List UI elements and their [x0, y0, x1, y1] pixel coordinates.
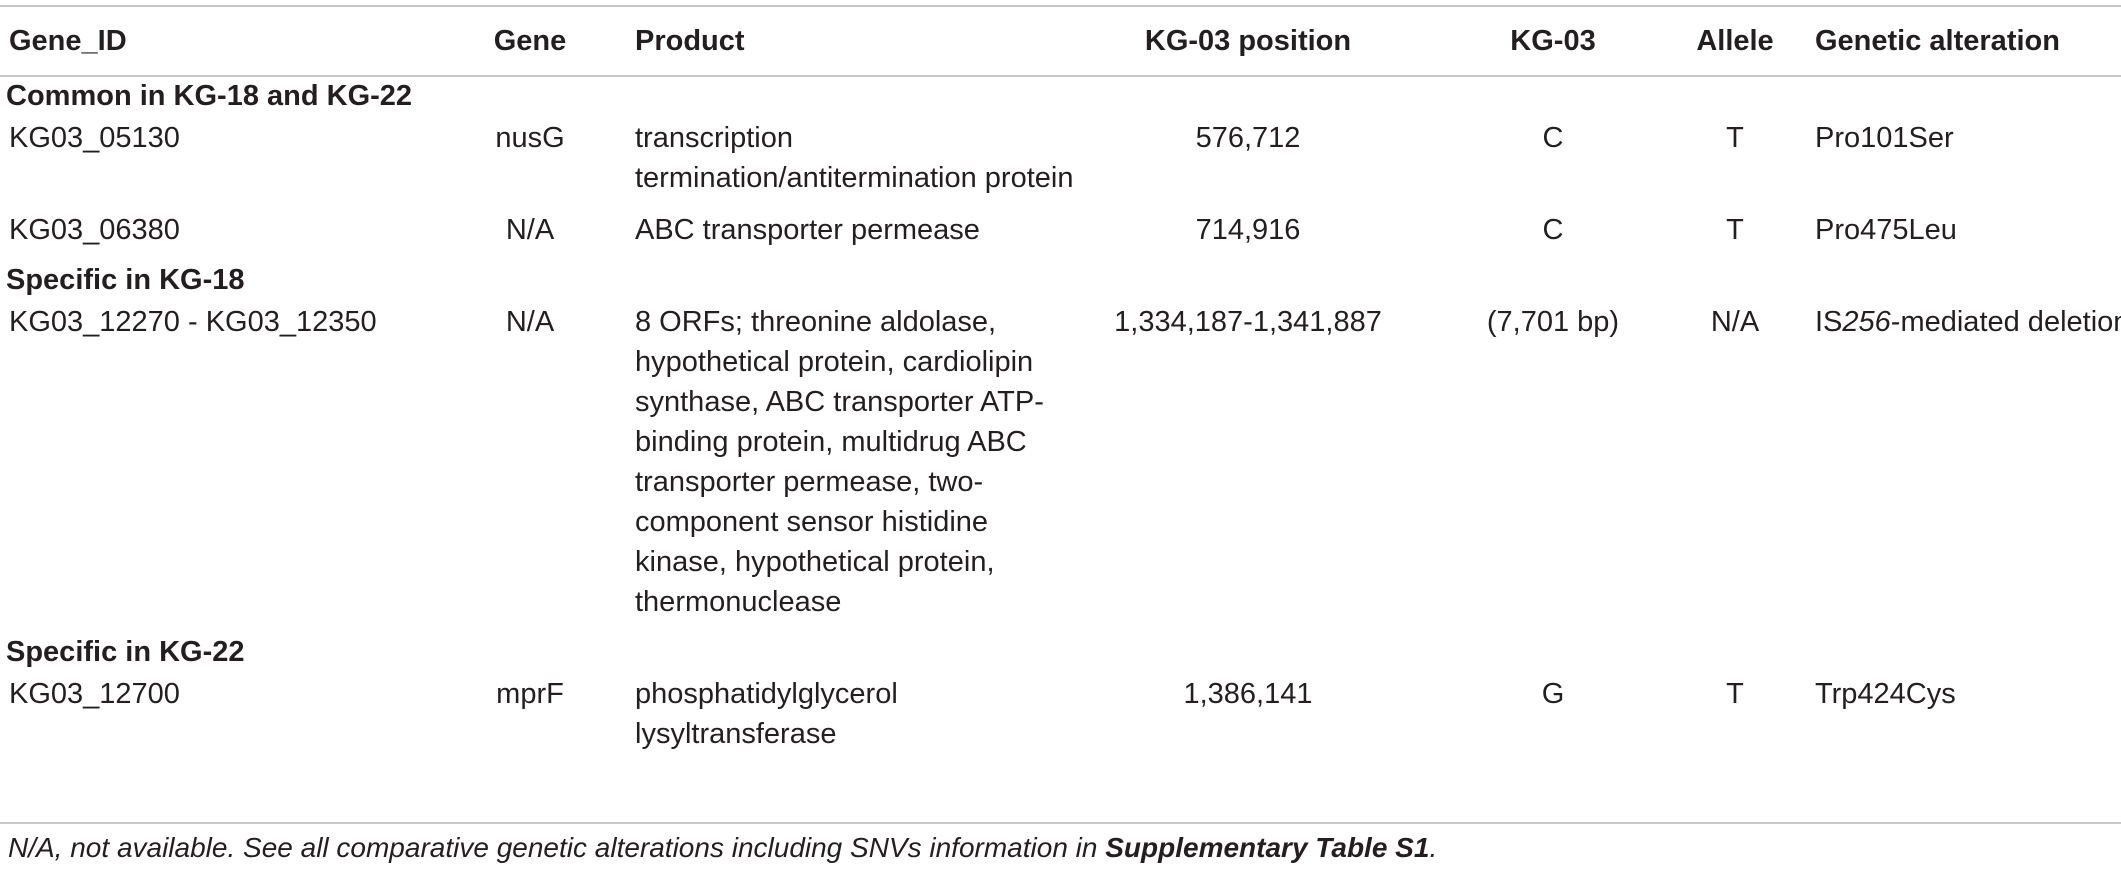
header-alteration: Genetic alteration — [1815, 25, 2060, 57]
cell-gene-id: KG03_05130 — [9, 122, 180, 154]
cell-position: 714,916 — [1195, 214, 1301, 246]
group-row: Specific in KG-22 — [0, 632, 2121, 672]
cell-kg03: G — [1541, 678, 1565, 710]
top-rule — [0, 5, 2121, 7]
cell-allele: T — [1726, 678, 1744, 710]
cell-gene: N/A — [505, 306, 555, 338]
header-row: Gene_ID Gene Product KG-03 position KG-0… — [0, 6, 2121, 76]
header-gene: Gene — [493, 25, 567, 57]
cell-kg03: (7,701 bp) — [1486, 306, 1620, 338]
header-allele: Allele — [1696, 25, 1774, 57]
cell-kg03: C — [1542, 214, 1564, 246]
bottom-rule — [0, 822, 2121, 824]
cell-product: 8 ORFs; threonine aldolase, hypothetical… — [635, 306, 1044, 618]
cell-position: 576,712 — [1195, 122, 1301, 154]
cell-kg03: C — [1542, 122, 1564, 154]
cell-position: 1,386,141 — [1183, 678, 1313, 710]
header-kg03: KG-03 — [1510, 25, 1596, 57]
cell-allele: T — [1726, 214, 1744, 246]
table-row: KG03_05130 nusG transcription terminatio… — [0, 116, 2121, 208]
header-gene-id: Gene_ID — [9, 25, 127, 57]
cell-position: 1,334,187-1,341,887 — [1114, 306, 1382, 338]
alteration-suffix: -mediated deletion — [1890, 306, 2121, 338]
cell-gene: nusG — [495, 122, 565, 154]
group-label: Specific in KG-18 — [6, 264, 245, 296]
header-product: Product — [635, 25, 745, 57]
cell-product: transcription termination/antiterminatio… — [635, 122, 1074, 194]
alteration-prefix: IS — [1815, 306, 1843, 338]
cell-allele: T — [1726, 122, 1744, 154]
group-label: Specific in KG-22 — [6, 636, 245, 668]
cell-product: ABC transporter permease — [635, 214, 980, 246]
cell-alteration: IS256-mediated deletion — [1785, 300, 2121, 632]
group-row: Common in KG-18 and KG-22 — [0, 76, 2121, 116]
cell-alteration: Trp424Cys — [1815, 678, 1956, 710]
cell-gene-id: KG03_12270 - KG03_12350 — [9, 306, 377, 338]
cell-gene-id: KG03_12700 — [9, 678, 180, 710]
cell-alteration: Pro101Ser — [1815, 122, 1954, 154]
footnote-text: N/A, not available. See all comparative … — [8, 832, 1106, 863]
header-position: KG-03 position — [1144, 25, 1352, 57]
group-row: Specific in KG-18 — [0, 260, 2121, 300]
table-footnote: N/A, not available. See all comparative … — [8, 832, 1437, 864]
header-rule — [0, 75, 2121, 77]
cell-alteration: Pro475Leu — [1815, 214, 1957, 246]
table-row: KG03_12270 - KG03_12350 N/A 8 ORFs; thre… — [0, 300, 2121, 632]
cell-gene-id: KG03_06380 — [9, 214, 180, 246]
group-label: Common in KG-18 and KG-22 — [6, 80, 413, 112]
table-row: KG03_12700 mprF phosphatidylglycerol lys… — [0, 672, 2121, 764]
footnote-reference: Supplementary Table S1 — [1105, 832, 1430, 863]
genetic-alterations-table: Gene_ID Gene Product KG-03 position KG-0… — [0, 6, 2121, 764]
cell-product: phosphatidylglycerol lysyltransferase — [635, 678, 898, 750]
cell-gene: mprF — [496, 678, 564, 710]
cell-allele: N/A — [1710, 306, 1760, 338]
table-row: KG03_06380 N/A ABC transporter permease … — [0, 208, 2121, 260]
cell-gene: N/A — [505, 214, 555, 246]
alteration-italic: 256 — [1842, 306, 1891, 338]
footnote-end: . — [1429, 832, 1438, 863]
